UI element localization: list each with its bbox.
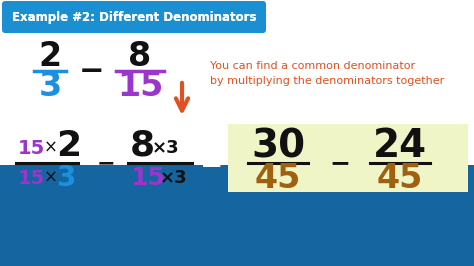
Text: 3: 3 — [38, 69, 62, 102]
Text: 15: 15 — [130, 166, 165, 190]
FancyBboxPatch shape — [2, 1, 266, 33]
Text: =: = — [201, 149, 224, 177]
Text: Example #2: Different Denominators: Example #2: Different Denominators — [12, 10, 256, 23]
FancyBboxPatch shape — [2, 1, 266, 33]
Text: 15: 15 — [18, 168, 45, 188]
Text: 8: 8 — [128, 39, 152, 73]
Text: 45: 45 — [255, 161, 301, 194]
Text: 15: 15 — [18, 139, 45, 157]
Text: by multiplying the denominators together: by multiplying the denominators together — [210, 76, 444, 86]
Text: 2: 2 — [56, 129, 81, 163]
Text: −: − — [79, 56, 105, 85]
Text: 15: 15 — [117, 69, 163, 102]
Text: ×3: ×3 — [160, 169, 188, 187]
Text: 3: 3 — [56, 164, 75, 192]
Text: 24: 24 — [373, 127, 427, 165]
Text: −: − — [97, 153, 115, 173]
Text: 30: 30 — [251, 127, 305, 165]
Text: 8: 8 — [130, 129, 155, 163]
Text: ×: × — [44, 169, 58, 187]
Text: 45: 45 — [377, 161, 423, 194]
Text: Example #2: Different Denominators: Example #2: Different Denominators — [12, 10, 256, 23]
FancyBboxPatch shape — [228, 124, 468, 192]
Text: −: − — [329, 151, 350, 175]
FancyBboxPatch shape — [0, 165, 474, 266]
Text: 2: 2 — [38, 39, 62, 73]
Text: ×: × — [44, 139, 58, 157]
Text: ×3: ×3 — [152, 139, 180, 157]
Text: You can find a common denominator: You can find a common denominator — [210, 61, 415, 71]
FancyBboxPatch shape — [0, 0, 474, 165]
